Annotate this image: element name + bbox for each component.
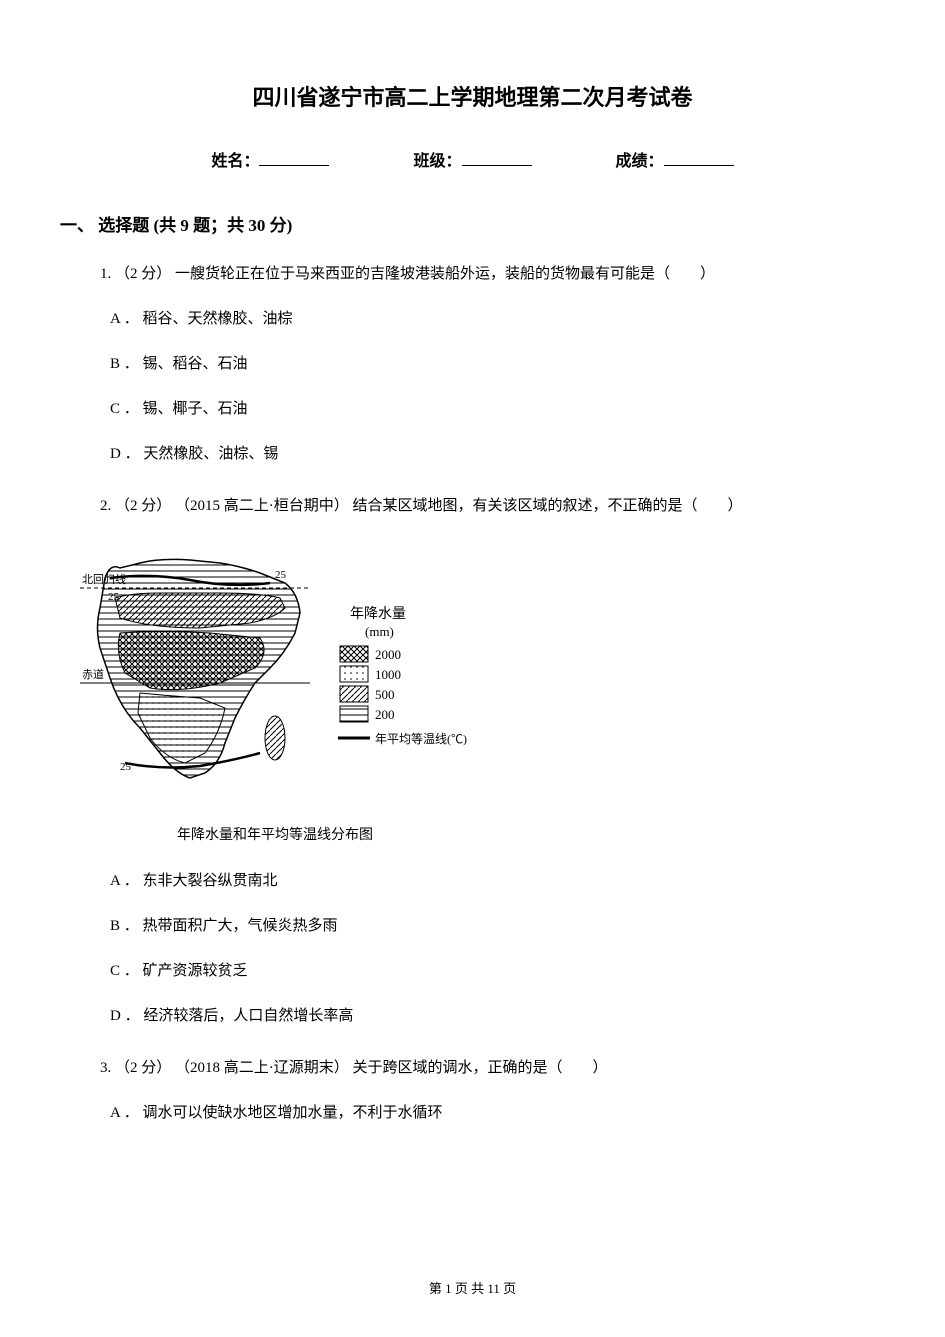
question-text: 1. （2 分） 一艘货轮正在位于马来西亚的吉隆坡港装船外运，装船的货物最有可能… xyxy=(100,261,885,288)
class-field[interactable] xyxy=(462,148,532,166)
name-field[interactable] xyxy=(259,148,329,166)
svg-text:25: 25 xyxy=(275,569,287,581)
tropic-label: 北回归线 xyxy=(82,572,126,586)
option-label: B ． xyxy=(110,356,139,372)
option-label: A ． xyxy=(110,1105,139,1121)
option-a: A ． 稻谷、天然橡胶、油棕 xyxy=(110,306,885,333)
option-d: D ． 经济较落后，人口自然增长率高 xyxy=(110,1003,885,1030)
option-d: D ． 天然橡胶、油棕、锡 xyxy=(110,441,885,468)
question-text: 2. （2 分） （2015 高二上·桓台期中） 结合某区域地图，有关该区域的叙… xyxy=(100,493,885,520)
option-label: C ． xyxy=(110,401,139,417)
legend-unit: (mm) xyxy=(365,624,394,639)
option-c: C ． 矿产资源较贫乏 xyxy=(110,958,885,985)
q-num: 2. xyxy=(100,498,111,514)
score-field[interactable] xyxy=(664,148,734,166)
option-text: 稻谷、天然橡胶、油棕 xyxy=(143,311,293,327)
svg-text:25: 25 xyxy=(120,761,132,773)
option-label: C ． xyxy=(110,963,139,979)
svg-text:2000: 2000 xyxy=(375,647,401,662)
page-footer: 第 1 页 共 11 页 xyxy=(0,1278,945,1297)
option-b: B ． 热带面积广大，气候炎热多雨 xyxy=(110,913,885,940)
africa-map-svg: 北回归线 赤道 25 25 25 年降水量 (mm) 2000 1000 500… xyxy=(60,538,490,808)
q-points: （2 分） xyxy=(115,1060,171,1076)
option-text: 东非大裂谷纵贯南北 xyxy=(143,873,278,889)
option-label: D ． xyxy=(110,1008,140,1024)
option-a: A ． 东非大裂谷纵贯南北 xyxy=(110,868,885,895)
option-text: 热带面积广大，气候炎热多雨 xyxy=(143,918,338,934)
equator-label: 赤道 xyxy=(82,667,104,681)
option-text: 锡、稻谷、石油 xyxy=(143,356,248,372)
q-points: （2 分） xyxy=(115,266,171,282)
q-body: 一艘货轮正在位于马来西亚的吉隆坡港装船外运，装船的货物最有可能是（ ） xyxy=(175,266,715,282)
question-1: 1. （2 分） 一艘货轮正在位于马来西亚的吉隆坡港装船外运，装船的货物最有可能… xyxy=(100,261,885,468)
option-label: B ． xyxy=(110,918,139,934)
q-body: 关于跨区域的调水，正确的是（ ） xyxy=(353,1060,608,1076)
option-b: B ． 锡、稻谷、石油 xyxy=(110,351,885,378)
option-text: 调水可以使缺水地区增加水量，不利于水循环 xyxy=(143,1105,443,1121)
score-label: 成绩： xyxy=(616,147,664,171)
question-2: 2. （2 分） （2015 高二上·桓台期中） 结合某区域地图，有关该区域的叙… xyxy=(100,493,885,1030)
section-number: 一、 xyxy=(60,216,94,235)
svg-text:1000: 1000 xyxy=(375,667,401,682)
q-num: 3. xyxy=(100,1060,111,1076)
exam-title: 四川省遂宁市高二上学期地理第二次月考试卷 xyxy=(60,80,885,112)
svg-text:500: 500 xyxy=(375,687,395,702)
option-text: 锡、椰子、石油 xyxy=(143,401,248,417)
name-label: 姓名： xyxy=(211,147,259,171)
question-text: 3. （2 分） （2018 高二上·辽源期末） 关于跨区域的调水，正确的是（ … xyxy=(100,1055,885,1082)
isotherm-label: 年平均等温线(℃) xyxy=(375,732,467,746)
q-source: （2018 高二上·辽源期末） xyxy=(175,1060,349,1076)
option-label: A ． xyxy=(110,873,139,889)
q-body: 结合某区域地图，有关该区域的叙述，不正确的是（ ） xyxy=(353,498,743,514)
map-figure: 北回归线 赤道 25 25 25 年降水量 (mm) 2000 1000 500… xyxy=(60,538,490,848)
option-text: 矿产资源较贫乏 xyxy=(143,963,248,979)
svg-text:25: 25 xyxy=(108,591,120,603)
map-caption: 年降水量和年平均等温线分布图 xyxy=(60,823,490,848)
option-text: 经济较落后，人口自然增长率高 xyxy=(143,1008,353,1024)
section-title: 选择题 (共 9 题；共 30 分) xyxy=(98,216,292,235)
class-label: 班级： xyxy=(413,147,461,171)
question-3: 3. （2 分） （2018 高二上·辽源期末） 关于跨区域的调水，正确的是（ … xyxy=(100,1055,885,1127)
option-label: D ． xyxy=(110,446,140,462)
q-source: （2015 高二上·桓台期中） xyxy=(175,498,349,514)
option-a: A ． 调水可以使缺水地区增加水量，不利于水循环 xyxy=(110,1100,885,1127)
legend-title: 年降水量 xyxy=(350,606,406,622)
svg-text:200: 200 xyxy=(375,707,395,722)
q-num: 1. xyxy=(100,266,111,282)
student-info-row: 姓名： 班级： 成绩： xyxy=(60,147,885,171)
option-label: A ． xyxy=(110,311,139,327)
section-header: 一、 选择题 (共 9 题；共 30 分) xyxy=(60,211,885,236)
option-c: C ． 锡、椰子、石油 xyxy=(110,396,885,423)
option-text: 天然橡胶、油棕、锡 xyxy=(143,446,278,462)
q-points: （2 分） xyxy=(115,498,171,514)
